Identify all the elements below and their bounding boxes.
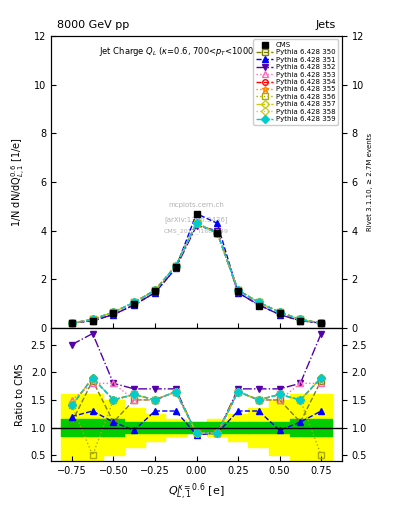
Y-axis label: 1/N dN/dQ$_{L,1}^{0.6}$ [1/e]: 1/N dN/dQ$_{L,1}^{0.6}$ [1/e] <box>10 137 28 227</box>
Text: Jet Charge $Q_L$ ($\kappa$=0.6, 700<$p_T$<1000, $|\eta|$<1.5): Jet Charge $Q_L$ ($\kappa$=0.6, 700<$p_T… <box>99 45 294 58</box>
X-axis label: $Q_{L,1}^{\kappa=0.6}$ [e]: $Q_{L,1}^{\kappa=0.6}$ [e] <box>168 481 225 502</box>
Text: mcplots.cern.ch: mcplots.cern.ch <box>169 202 224 208</box>
Y-axis label: Rivet 3.1.10, ≥ 2.7M events: Rivet 3.1.10, ≥ 2.7M events <box>367 133 373 231</box>
Text: [arXiv:1306.3436]: [arXiv:1306.3436] <box>165 217 228 223</box>
Text: Jets: Jets <box>316 20 336 30</box>
Legend: CMS, Pythia 6.428 350, Pythia 6.428 351, Pythia 6.428 352, Pythia 6.428 353, Pyt: CMS, Pythia 6.428 350, Pythia 6.428 351,… <box>253 39 338 125</box>
Text: CMS_2017_I1605749: CMS_2017_I1605749 <box>164 229 229 234</box>
Y-axis label: Ratio to CMS: Ratio to CMS <box>15 363 25 425</box>
Text: 8000 GeV pp: 8000 GeV pp <box>57 20 129 30</box>
